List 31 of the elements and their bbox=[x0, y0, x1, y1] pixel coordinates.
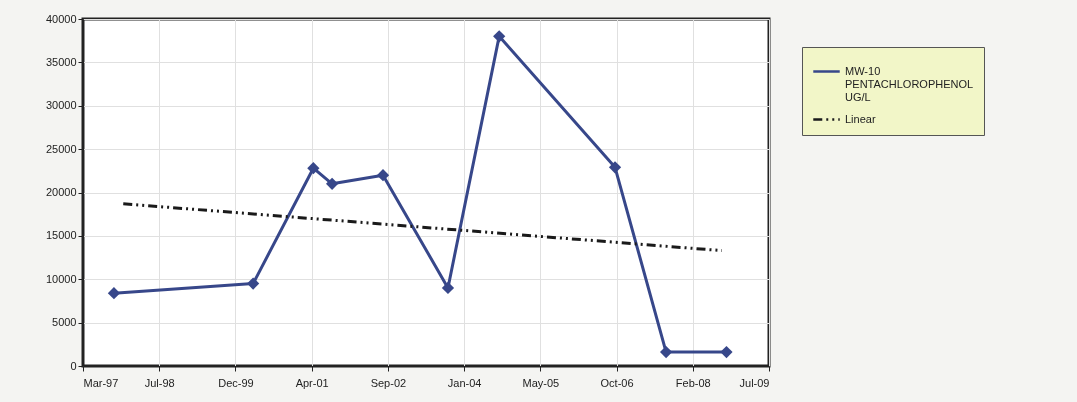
point bbox=[325, 177, 339, 190]
y-tick-label: 0 bbox=[70, 359, 77, 372]
y-tick-label: 35000 bbox=[45, 55, 77, 68]
legend-label: MW-10 PENTACHLOROPHENOL UG/L bbox=[845, 64, 974, 103]
point bbox=[493, 30, 506, 43]
x-tick-label: Mar-97 bbox=[83, 376, 119, 389]
point bbox=[608, 161, 622, 174]
legend-label: Linear bbox=[845, 112, 876, 125]
y-tick-label: 40000 bbox=[45, 12, 77, 25]
point bbox=[720, 346, 733, 359]
x-tick-label: Jan-04 bbox=[447, 376, 482, 389]
point bbox=[247, 277, 260, 290]
y-tick-label: 5000 bbox=[52, 316, 77, 329]
point bbox=[307, 162, 320, 175]
y-tick-label: 25000 bbox=[45, 142, 77, 155]
x-tick-label: Jul-98 bbox=[144, 376, 175, 389]
point bbox=[441, 281, 455, 295]
x-tick-label: May-05 bbox=[522, 376, 560, 389]
x-tick-label: Dec-99 bbox=[218, 376, 254, 389]
x-tick-label: Jul-09 bbox=[739, 376, 770, 389]
x-tick-label: Apr-01 bbox=[295, 376, 329, 389]
y-tick-label: 10000 bbox=[45, 272, 77, 285]
x-tick-label: Sep-02 bbox=[370, 376, 407, 389]
y-tick-label: 30000 bbox=[45, 99, 77, 112]
x-tick-label: Feb-08 bbox=[675, 376, 711, 389]
y-tick-label: 20000 bbox=[45, 186, 77, 198]
y-tick-label: 15000 bbox=[45, 229, 77, 242]
point bbox=[659, 346, 673, 359]
point bbox=[376, 169, 390, 182]
x-tick-label: Oct-06 bbox=[600, 376, 634, 389]
point bbox=[107, 287, 121, 300]
